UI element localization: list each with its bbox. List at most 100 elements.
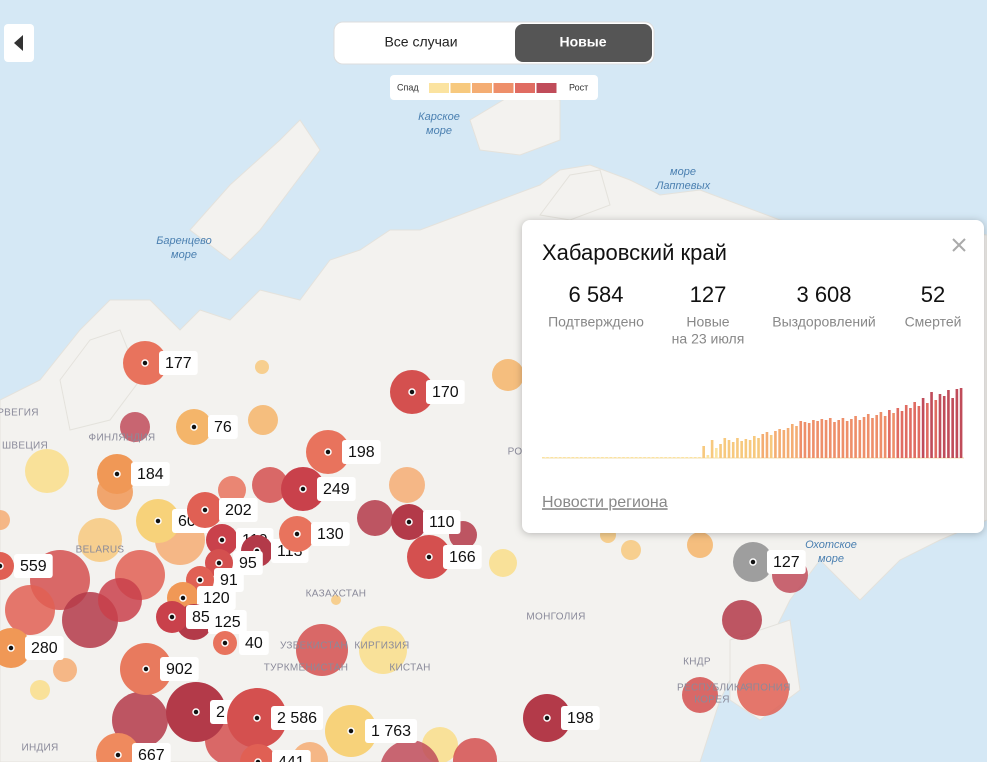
chart-bar (909, 408, 912, 458)
marker-label: 91 (220, 572, 238, 589)
map-labels: Карское море море Лаптевых Баренцево море Охот… (0, 111, 857, 754)
marker-dot (218, 536, 226, 544)
stat-label: Подтверждено (548, 314, 644, 330)
chart-bar (748, 440, 752, 458)
marker-label: 1 763 (371, 723, 411, 740)
popup-chart (542, 388, 964, 459)
marker-label-bg (159, 351, 198, 375)
chart-bar (955, 389, 959, 458)
chart-bar (921, 398, 925, 458)
stat-value: 6 584 (568, 282, 623, 307)
chart-bar (926, 403, 929, 458)
marker-circle (96, 733, 140, 762)
chart-bar (951, 398, 954, 458)
chart-bar (706, 455, 710, 458)
marker-label-bg (272, 750, 311, 762)
country-label: ТУРКМЕНИСТАН (264, 663, 349, 674)
marker-dot (114, 751, 122, 759)
chart-bar (753, 436, 756, 458)
marker-label: 198 (348, 444, 375, 461)
country-label: РО (508, 447, 523, 458)
marker-dot (192, 708, 200, 716)
marker-label: 280 (31, 640, 58, 657)
marker-label: 85 (192, 609, 210, 626)
stat-label: на 23 июля (672, 331, 745, 347)
marker-dot (405, 518, 413, 526)
chart-bar (643, 457, 646, 458)
marker-label: 667 (138, 747, 165, 762)
region-circle (621, 540, 641, 560)
chart-bar (837, 420, 841, 458)
chart-bar (769, 435, 773, 458)
region-news-link[interactable]: Новости региона (542, 494, 668, 511)
chart-bar (630, 457, 634, 458)
chart-bar (862, 417, 866, 458)
sea-label: море (818, 553, 844, 565)
region-circle (25, 449, 69, 493)
popup-card (522, 220, 984, 533)
marker-label: 249 (323, 481, 350, 498)
chart-bar (647, 457, 651, 458)
chart-bar (736, 438, 739, 458)
markers: 1777618460820211011395911201258540130249… (0, 341, 806, 762)
stat-value: 3 608 (796, 282, 851, 307)
chart-bar (828, 418, 832, 458)
close-button[interactable] (952, 238, 966, 252)
marker-label-bg (365, 719, 418, 743)
chart-bar (782, 430, 786, 458)
marker-dot (196, 576, 204, 584)
chart-bar (765, 432, 769, 458)
marker-dot (293, 530, 301, 538)
stat-label: Выздоровлений (772, 314, 875, 330)
stat-value: 52 (921, 282, 945, 307)
chart-bar (850, 419, 853, 458)
chart-bar (596, 457, 600, 458)
chart-bar (567, 457, 570, 458)
country-label: ЯПОНИЯ (745, 683, 791, 694)
country-label: УЗБЕКИСТАН (280, 641, 348, 652)
marker-dot (221, 639, 229, 647)
chart-bar (812, 420, 815, 458)
chart-bar (858, 420, 862, 458)
marker-dot (0, 562, 4, 570)
chart-bar (727, 440, 731, 458)
sea-label: море (171, 249, 197, 261)
region-circle (381, 740, 439, 762)
chart-bar (799, 421, 803, 458)
chart-bar (639, 457, 642, 458)
region-circle (0, 510, 10, 530)
marker-label: 125 (214, 614, 241, 631)
marker-dot (543, 714, 551, 722)
chart-bar (622, 457, 625, 458)
marker-dot (7, 644, 15, 652)
marker-label-bg (443, 545, 482, 569)
sea-label: море (426, 125, 452, 137)
chart-bar (795, 426, 798, 458)
marker-dot (425, 553, 433, 561)
marker-dot (168, 613, 176, 621)
chart-bar (761, 434, 765, 458)
marker-dot (408, 388, 416, 396)
chart-bar (934, 400, 938, 458)
marker-label-bg (423, 510, 461, 534)
marker-label: 184 (137, 466, 164, 483)
chart-bar (896, 408, 900, 458)
legend-high: Рост (569, 82, 588, 92)
region-circle (331, 595, 341, 605)
legend-swatch (536, 83, 557, 93)
country-label: КИСТАН (389, 663, 430, 674)
region-circle (687, 532, 713, 558)
chart-bar (841, 418, 845, 458)
region-circle (682, 677, 718, 713)
marker-label-bg (317, 477, 356, 501)
toggle-all[interactable]: Все случаи (384, 34, 457, 50)
marker-label-bg (342, 440, 381, 464)
country-label: РЕСПУБЛИКА (677, 683, 747, 694)
chart-bar (558, 457, 562, 458)
chart-bar (904, 405, 908, 458)
toggle-new[interactable]: Новые (559, 34, 606, 50)
marker-label-bg (197, 586, 236, 610)
region-circle (255, 360, 269, 374)
marker-dot (749, 558, 757, 566)
toggle-new-bg[interactable] (515, 24, 652, 62)
